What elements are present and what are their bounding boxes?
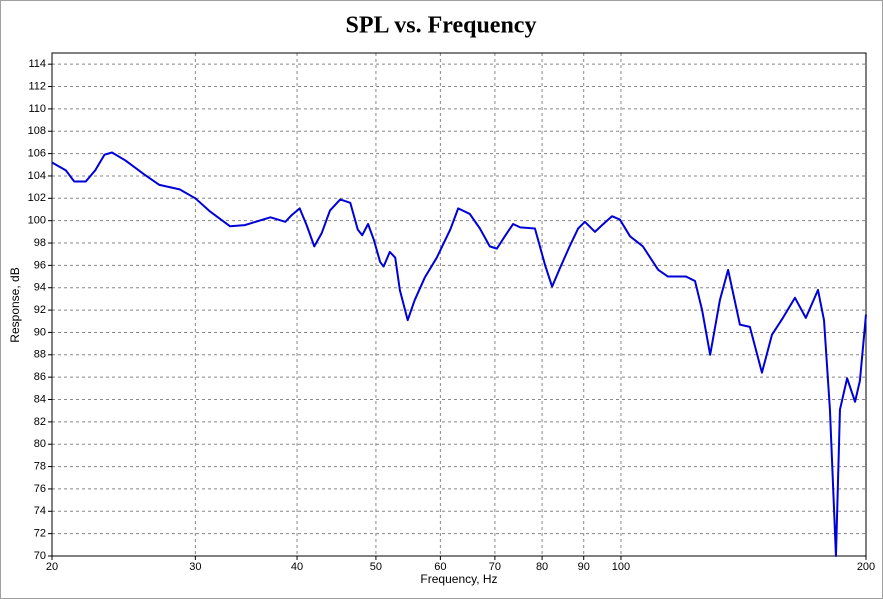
x-tick-label: 80 (536, 561, 548, 573)
x-tick-label: 50 (370, 561, 382, 573)
y-tick-label: 70 (34, 550, 46, 562)
y-tick-label: 86 (34, 371, 46, 383)
chart-title: SPL vs. Frequency (346, 13, 537, 39)
y-tick-label: 100 (28, 215, 46, 227)
x-tick-label: 30 (189, 561, 201, 573)
y-tick-label: 96 (34, 259, 46, 271)
y-tick-label: 102 (28, 192, 46, 204)
y-tick-label: 74 (34, 505, 46, 517)
y-tick-label: 88 (34, 349, 46, 361)
y-tick-label: 80 (34, 438, 46, 450)
x-tick-label: 60 (434, 561, 446, 573)
series-line (51, 151, 867, 557)
y-tick-label: 104 (28, 170, 46, 182)
y-tick-label: 72 (34, 528, 46, 540)
y-tick-label: 110 (28, 103, 46, 115)
y-tick-label: 92 (34, 304, 46, 316)
x-tick-label: 70 (489, 561, 501, 573)
y-tick-label: 82 (34, 416, 46, 428)
y-tick-label: 108 (28, 125, 46, 137)
y-tick-label: 112 (28, 80, 46, 92)
y-tick-label: 106 (28, 148, 46, 160)
y-tick-label: 94 (34, 282, 46, 294)
x-tick-label: 40 (291, 561, 303, 573)
y-tick-label: 76 (34, 483, 46, 495)
x-tick-label: 100 (612, 561, 630, 573)
x-tick-label: 20 (46, 561, 58, 573)
y-tick-label: 84 (34, 393, 46, 405)
y-tick-label: 78 (34, 460, 46, 472)
y-tick-label: 114 (28, 58, 46, 70)
x-tick-label: 200 (857, 561, 875, 573)
x-tick-label: 90 (578, 561, 590, 573)
y-tick-label: 98 (34, 237, 46, 249)
x-axis-label: Frequency, Hz (420, 572, 497, 586)
y-axis-label: Response, dB (8, 267, 22, 342)
y-tick-label: 90 (34, 326, 46, 338)
plot-area (51, 52, 867, 557)
